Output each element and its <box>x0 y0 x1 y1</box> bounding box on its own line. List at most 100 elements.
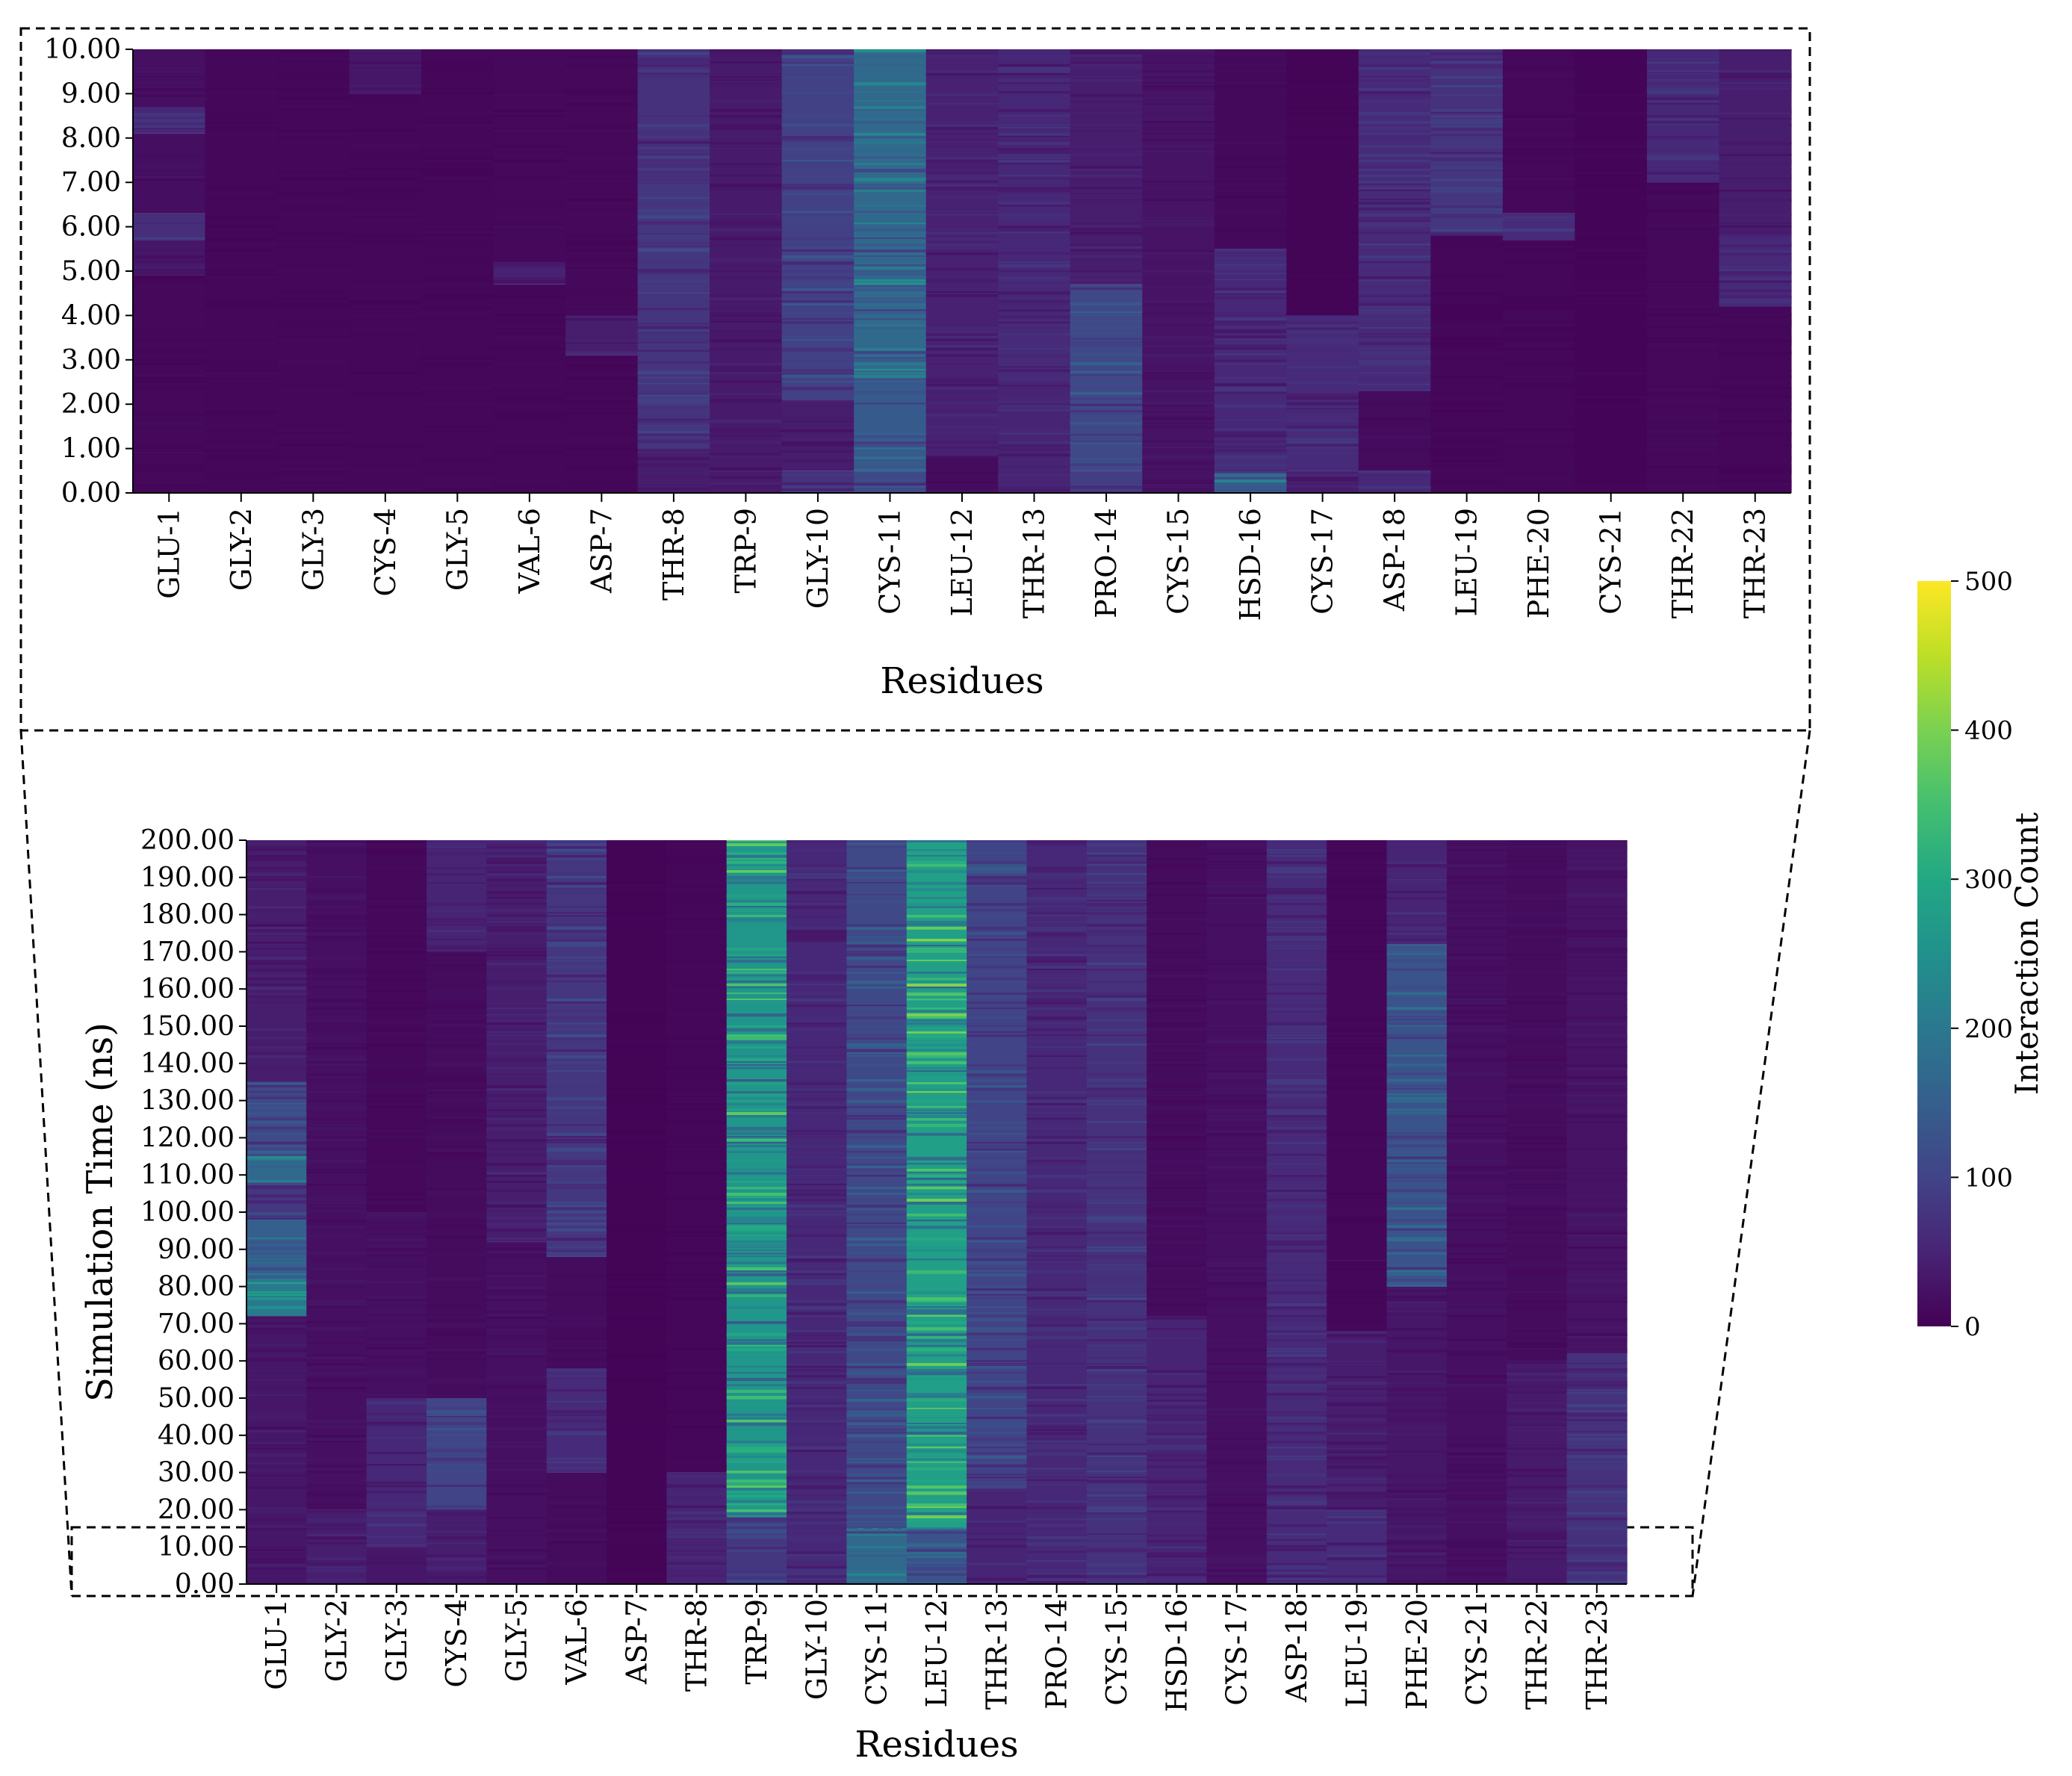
heatmap-stripe <box>565 397 639 401</box>
heatmap-stripe <box>1358 79 1431 81</box>
heatmap-stripe <box>1266 945 1327 948</box>
heatmap-stripe <box>486 1462 548 1465</box>
heatmap-stripe <box>246 1111 307 1115</box>
heatmap-stripe <box>1358 220 1431 223</box>
heatmap-stripe <box>546 999 607 1002</box>
heatmap-stripe <box>1430 152 1504 155</box>
heatmap-stripe <box>1386 1001 1448 1003</box>
heatmap-stripe <box>493 154 566 158</box>
heatmap-stripe <box>349 126 422 129</box>
heatmap-stripe <box>967 1193 1028 1194</box>
x-tick-label: CYS-21 <box>1595 508 1628 615</box>
heatmap-stripe <box>1070 249 1143 252</box>
heatmap-stripe <box>781 339 854 341</box>
heatmap-stripe <box>306 849 367 853</box>
heatmap-stripe <box>607 1429 668 1432</box>
heatmap-stripe <box>306 1530 367 1534</box>
heatmap-stripe <box>998 285 1071 288</box>
heatmap-stripe <box>421 297 494 299</box>
heatmap-stripe <box>1147 1328 1208 1330</box>
heatmap-stripe <box>925 490 999 493</box>
heatmap-stripe <box>1358 243 1431 246</box>
heatmap-stripe <box>366 1221 427 1224</box>
heatmap-stripe <box>1646 124 1720 126</box>
heatmap-stripe <box>1026 1232 1088 1235</box>
heatmap-stripe <box>1719 396 1792 399</box>
heatmap-stripe <box>1147 957 1208 959</box>
heatmap-stripe <box>1206 1028 1268 1030</box>
heatmap-stripe <box>306 1518 367 1523</box>
heatmap-stripe <box>246 1270 307 1273</box>
heatmap-stripe <box>846 1270 908 1273</box>
heatmap-stripe <box>1266 1482 1327 1485</box>
heatmap-stripe <box>846 1396 908 1400</box>
heatmap-stripe <box>726 1267 787 1271</box>
heatmap-stripe <box>710 294 783 298</box>
heatmap-stripe <box>925 478 999 482</box>
heatmap-stripe <box>726 1459 787 1462</box>
heatmap-stripe <box>427 1092 487 1094</box>
heatmap-stripe <box>854 142 927 144</box>
heatmap-stripe <box>1386 968 1448 971</box>
heatmap-stripe <box>366 1494 427 1496</box>
heatmap-stripe <box>486 1337 548 1341</box>
heatmap-stripe <box>349 216 422 218</box>
heatmap-stripe <box>666 1160 728 1163</box>
heatmap-stripe <box>1214 383 1287 387</box>
heatmap-stripe <box>906 927 967 930</box>
heatmap-stripe <box>1086 1339 1147 1342</box>
heatmap-stripe <box>1327 1073 1388 1076</box>
heatmap-stripe <box>1266 1258 1327 1261</box>
heatmap-stripe <box>1266 933 1327 936</box>
heatmap-stripe <box>710 124 783 128</box>
heatmap-stripe <box>726 1480 787 1483</box>
heatmap-stripe <box>967 1417 1028 1419</box>
heatmap-stripe <box>493 237 566 239</box>
heatmap-stripe <box>1070 382 1143 385</box>
heatmap-stripe <box>427 1035 487 1038</box>
heatmap-stripe <box>637 448 710 451</box>
heatmap-stripe <box>607 1181 668 1183</box>
heatmap-stripe <box>967 1497 1028 1500</box>
heatmap-stripe <box>666 1462 728 1465</box>
heatmap-stripe <box>306 960 367 963</box>
heatmap-stripe <box>710 369 783 372</box>
heatmap-stripe <box>1147 1459 1208 1462</box>
heatmap-stripe <box>998 52 1071 55</box>
heatmap-stripe <box>1266 1031 1327 1034</box>
heatmap-stripe <box>306 1426 367 1428</box>
heatmap-stripe <box>306 1438 367 1441</box>
heatmap-stripe <box>967 1241 1028 1243</box>
heatmap-stripe <box>726 900 787 902</box>
heatmap-stripe <box>726 1494 787 1498</box>
heatmap-stripe <box>1575 196 1648 199</box>
heatmap-stripe <box>1446 1154 1507 1156</box>
heatmap-stripe <box>1266 1232 1327 1235</box>
heatmap-stripe <box>726 1462 787 1464</box>
heatmap-stripe <box>546 897 607 899</box>
heatmap-stripe <box>546 849 607 852</box>
heatmap-stripe <box>1386 1483 1448 1487</box>
heatmap-stripe <box>1147 1142 1208 1145</box>
heatmap-stripe <box>1446 1199 1507 1202</box>
heatmap-stripe <box>205 82 278 85</box>
heatmap-stripe <box>846 1506 908 1509</box>
heatmap-stripe <box>366 1100 427 1103</box>
heatmap-stripe <box>787 960 848 962</box>
heatmap-stripe <box>666 918 728 920</box>
heatmap-stripe <box>1206 1002 1268 1005</box>
heatmap-stripe <box>906 1459 967 1461</box>
heatmap-stripe <box>1286 85 1359 88</box>
heatmap-stripe <box>486 1289 548 1293</box>
heatmap-stripe <box>1086 1214 1147 1217</box>
heatmap-stripe <box>1286 324 1359 328</box>
heatmap-stripe <box>205 205 278 208</box>
heatmap-stripe <box>1026 1399 1088 1402</box>
heatmap-stripe <box>726 1503 787 1506</box>
heatmap-stripe <box>666 909 728 913</box>
heatmap-stripe <box>1266 1539 1327 1541</box>
heatmap-stripe <box>421 166 494 169</box>
heatmap-stripe <box>1266 1408 1327 1412</box>
heatmap-stripe <box>1214 479 1287 483</box>
heatmap-stripe <box>1327 1005 1388 1008</box>
